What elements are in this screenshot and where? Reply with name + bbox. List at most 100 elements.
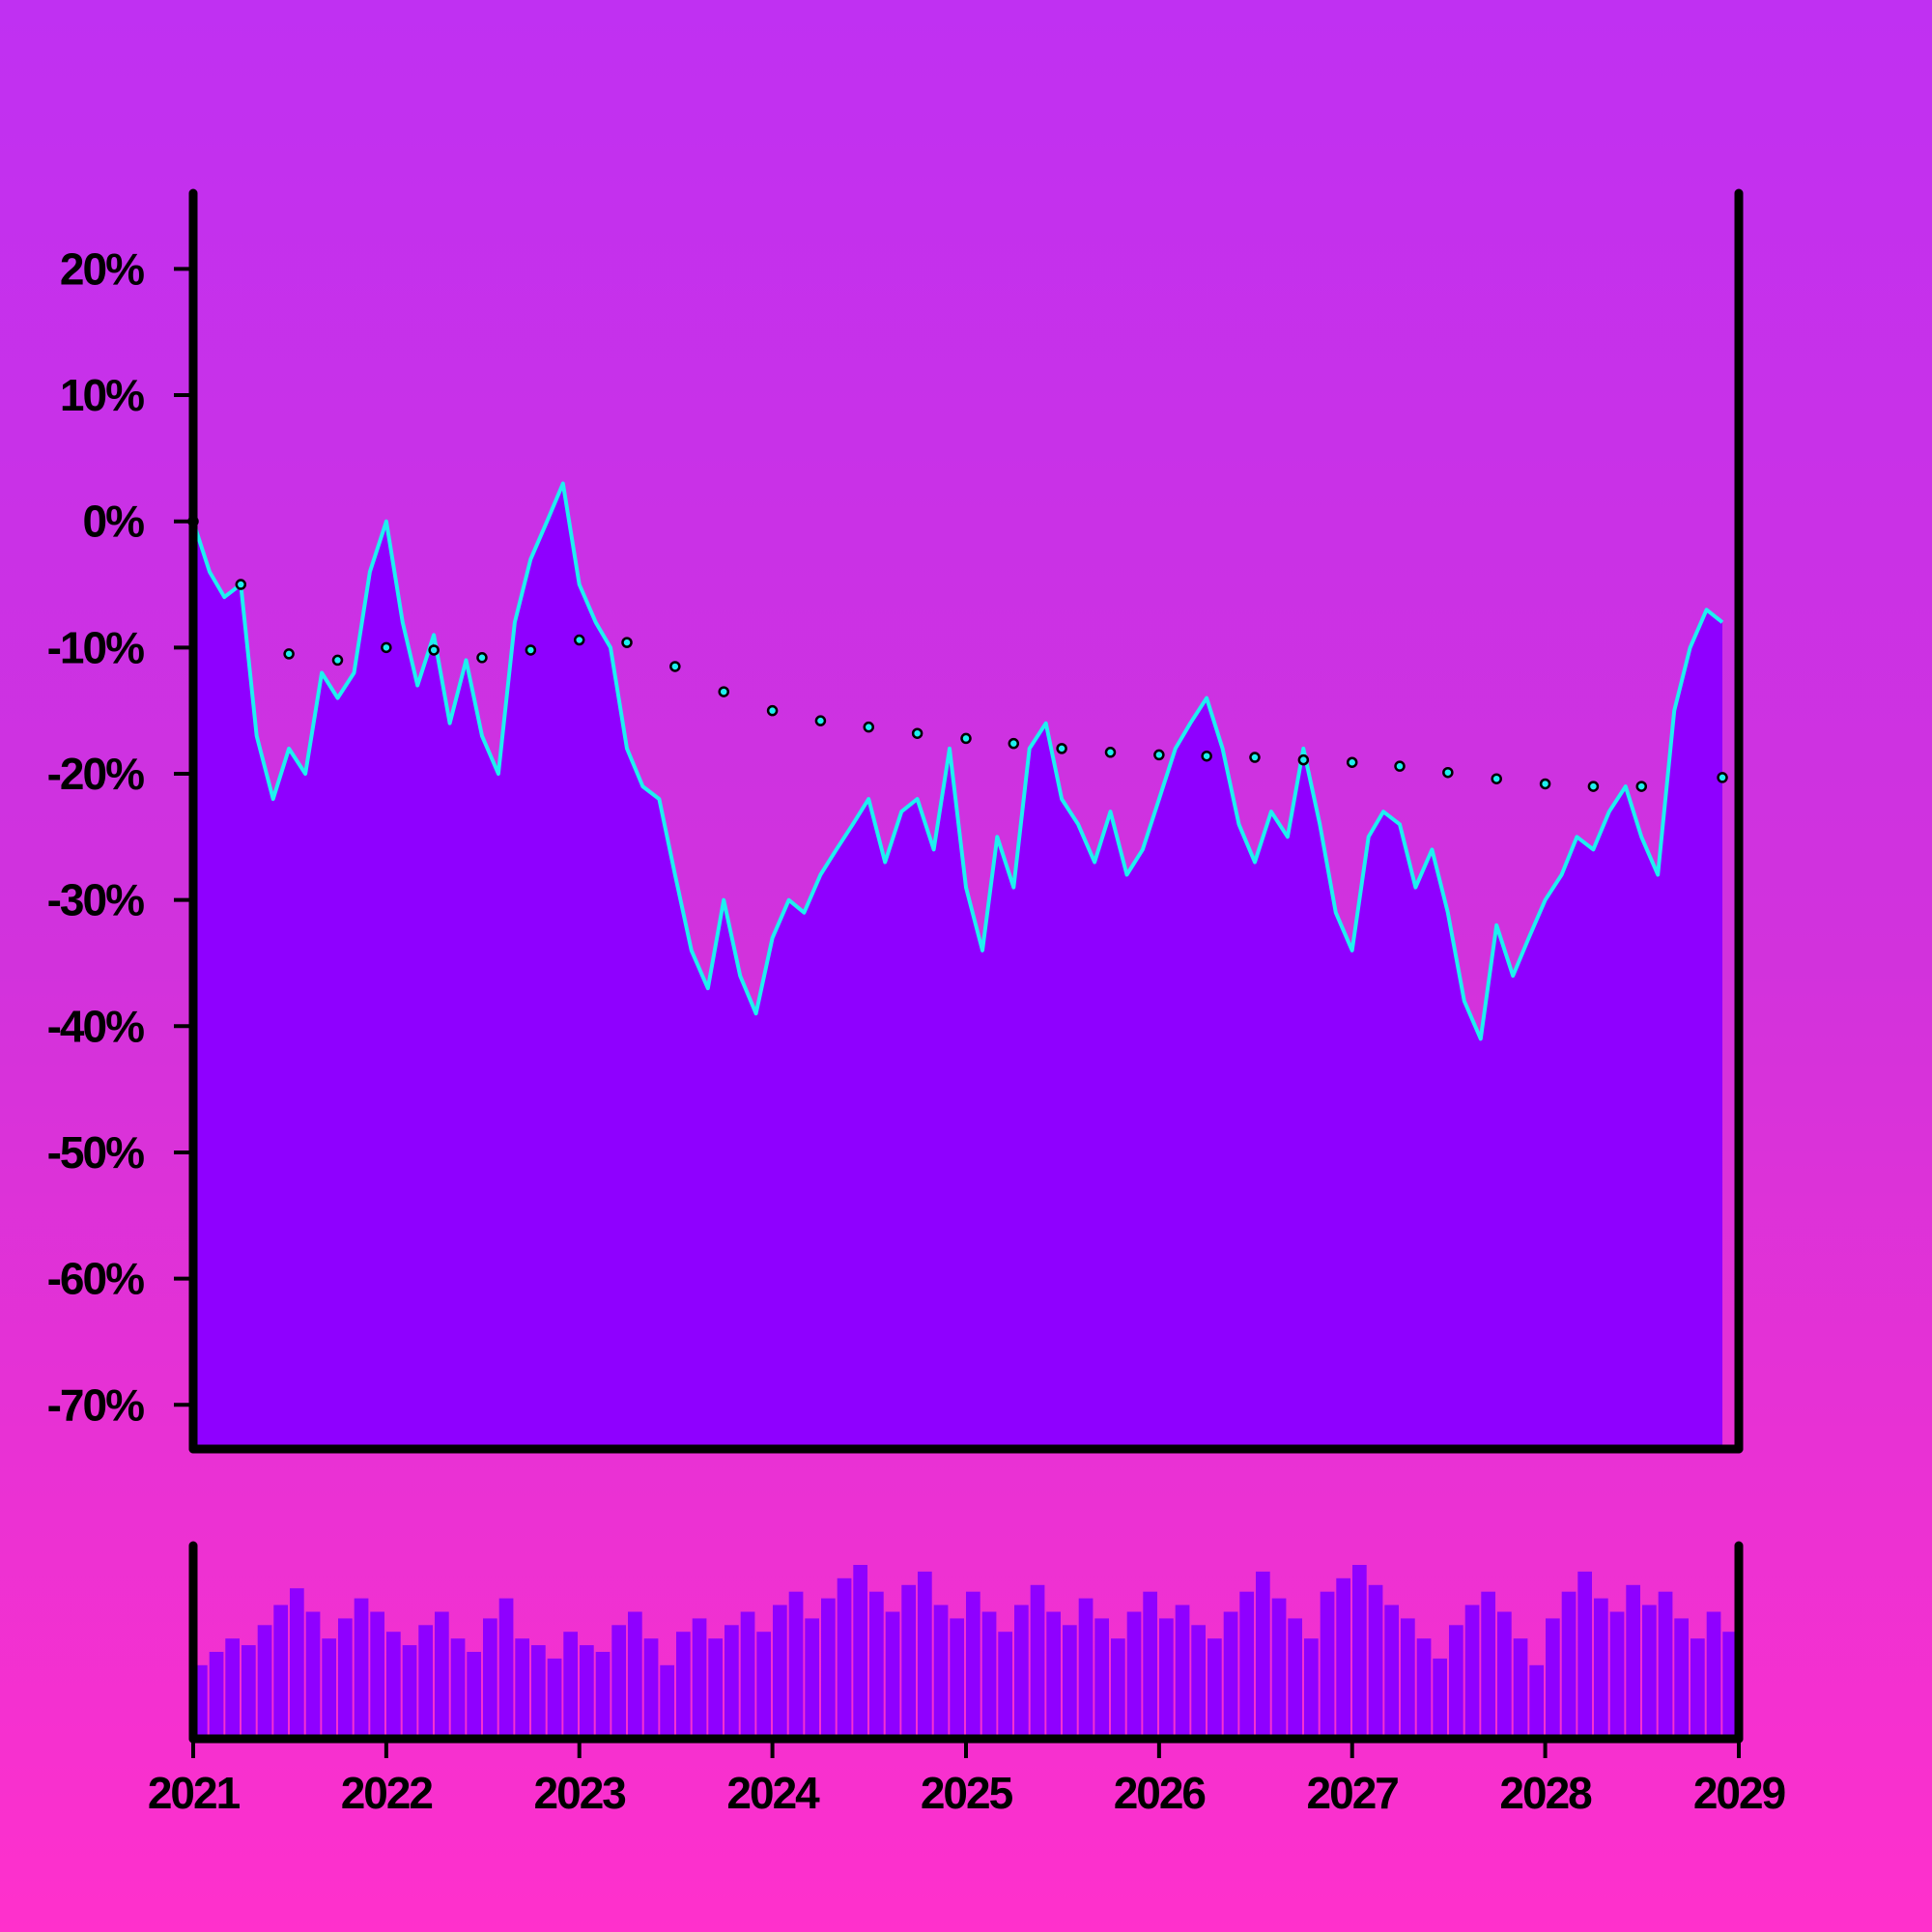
trend-dot — [283, 648, 295, 660]
trend-dot — [1394, 760, 1406, 772]
main-axes — [188, 188, 1744, 1454]
volume-bar — [1416, 1638, 1432, 1739]
volume-bar — [1336, 1577, 1350, 1739]
volume-bar — [1609, 1611, 1625, 1739]
trend-dot — [718, 686, 729, 697]
x-axis: 2021 2022 2023 2024 2025 2026 2027 2028 2029 — [148, 1739, 1787, 1818]
trend-dot — [476, 652, 488, 664]
trend-dot — [1008, 737, 1020, 750]
volume-bar — [1239, 1591, 1254, 1739]
volume-bar — [1529, 1664, 1544, 1739]
volume-bar — [1191, 1625, 1206, 1739]
trend-dot — [331, 654, 344, 667]
volume-bar — [290, 1588, 304, 1739]
volume-bar — [563, 1632, 578, 1739]
trend-dot — [573, 634, 585, 646]
volume-bar — [1126, 1611, 1142, 1739]
volume-bar — [1352, 1565, 1367, 1739]
trend-dot — [766, 704, 779, 717]
trend-dot — [814, 715, 827, 726]
y-tick-label: 20% — [60, 243, 144, 294]
trend-dot — [1104, 747, 1117, 758]
volume-bar — [1046, 1611, 1061, 1739]
volume-bar — [1078, 1598, 1094, 1739]
y-tick-label: -40% — [47, 1001, 144, 1051]
trend-dot — [428, 644, 440, 656]
volume-bar — [1288, 1618, 1302, 1739]
x-tick-label: 2025 — [921, 1768, 1013, 1818]
volume-bar — [628, 1611, 642, 1739]
trend-dot — [1491, 773, 1502, 784]
volume-bar — [273, 1605, 288, 1739]
volume-bar — [1546, 1618, 1560, 1739]
y-tick-label: -60% — [47, 1254, 144, 1304]
volume-bar — [531, 1645, 546, 1739]
trend-dot — [621, 637, 633, 648]
volume-bar — [322, 1638, 336, 1739]
volume-bar — [402, 1645, 417, 1739]
volume-bar — [305, 1611, 321, 1739]
volume-bar — [740, 1611, 755, 1739]
volume-bar — [643, 1638, 659, 1739]
volume-bar — [788, 1591, 804, 1739]
volume-bar — [435, 1611, 449, 1739]
trend-dot — [911, 727, 923, 739]
trend-dot — [381, 641, 392, 654]
volume-bar — [1014, 1605, 1029, 1739]
trend-dot — [1442, 766, 1454, 779]
volume-bar — [805, 1618, 819, 1739]
volume-bar — [869, 1591, 884, 1739]
volume-bar — [1271, 1598, 1287, 1739]
volume-bar — [1159, 1618, 1174, 1739]
y-tick-label: -50% — [47, 1127, 144, 1178]
x-tick-label: 2021 — [148, 1768, 241, 1818]
volume-bar — [498, 1598, 514, 1739]
volume-bar — [660, 1664, 674, 1739]
volume-bar — [483, 1618, 497, 1739]
trend-dot — [669, 661, 681, 672]
volume-bar — [1433, 1658, 1447, 1739]
volume-bar — [1464, 1605, 1480, 1739]
volume-bar — [418, 1625, 433, 1739]
volume-bar — [450, 1638, 466, 1739]
volume-bar — [467, 1652, 481, 1739]
x-tick-label: 2026 — [1114, 1768, 1206, 1818]
main-plot: 20% 10% 0% -10% -20% -30% -40% -50% -60% -70% — [47, 188, 1744, 1454]
volume-bar — [611, 1625, 626, 1739]
volume-bar — [1674, 1618, 1689, 1739]
volume-plot: 2021 2022 2023 2024 2025 2026 2027 2028 2029 — [148, 1541, 1787, 1818]
volume-bar — [386, 1632, 401, 1739]
volume-bar — [209, 1652, 224, 1739]
volume-bar — [1497, 1611, 1512, 1739]
volume-bar — [773, 1605, 787, 1739]
trend-dots — [187, 515, 1728, 792]
trend-dot — [1717, 772, 1728, 783]
volume-bar — [1111, 1638, 1125, 1739]
volume-bar — [1449, 1625, 1463, 1739]
volume-bar — [1304, 1638, 1319, 1739]
volume-bar — [1642, 1605, 1657, 1739]
volume-bar — [1594, 1598, 1608, 1739]
volume-bar — [821, 1598, 836, 1739]
volume-bar — [998, 1632, 1012, 1739]
volume-bar — [966, 1591, 980, 1739]
volume-bar — [1690, 1638, 1705, 1739]
trend-dot — [1153, 749, 1165, 761]
area-layer — [191, 481, 1724, 1449]
volume-bar — [853, 1565, 867, 1739]
trend-dot — [1201, 750, 1212, 762]
volume-bar — [1368, 1584, 1383, 1739]
volume-bar — [676, 1632, 691, 1739]
volume-bar — [1030, 1584, 1045, 1739]
volume-bar — [1577, 1571, 1592, 1739]
volume-bar — [708, 1638, 723, 1739]
y-tick-label: 10% — [60, 370, 144, 420]
volume-bar — [1722, 1632, 1737, 1739]
x-tick-label: 2022 — [341, 1768, 433, 1818]
volume-bar — [1658, 1591, 1673, 1739]
x-tick-label: 2023 — [534, 1768, 626, 1818]
volume-bar — [1513, 1638, 1528, 1739]
volume-bar — [1320, 1591, 1335, 1739]
volume-bar — [257, 1625, 272, 1739]
